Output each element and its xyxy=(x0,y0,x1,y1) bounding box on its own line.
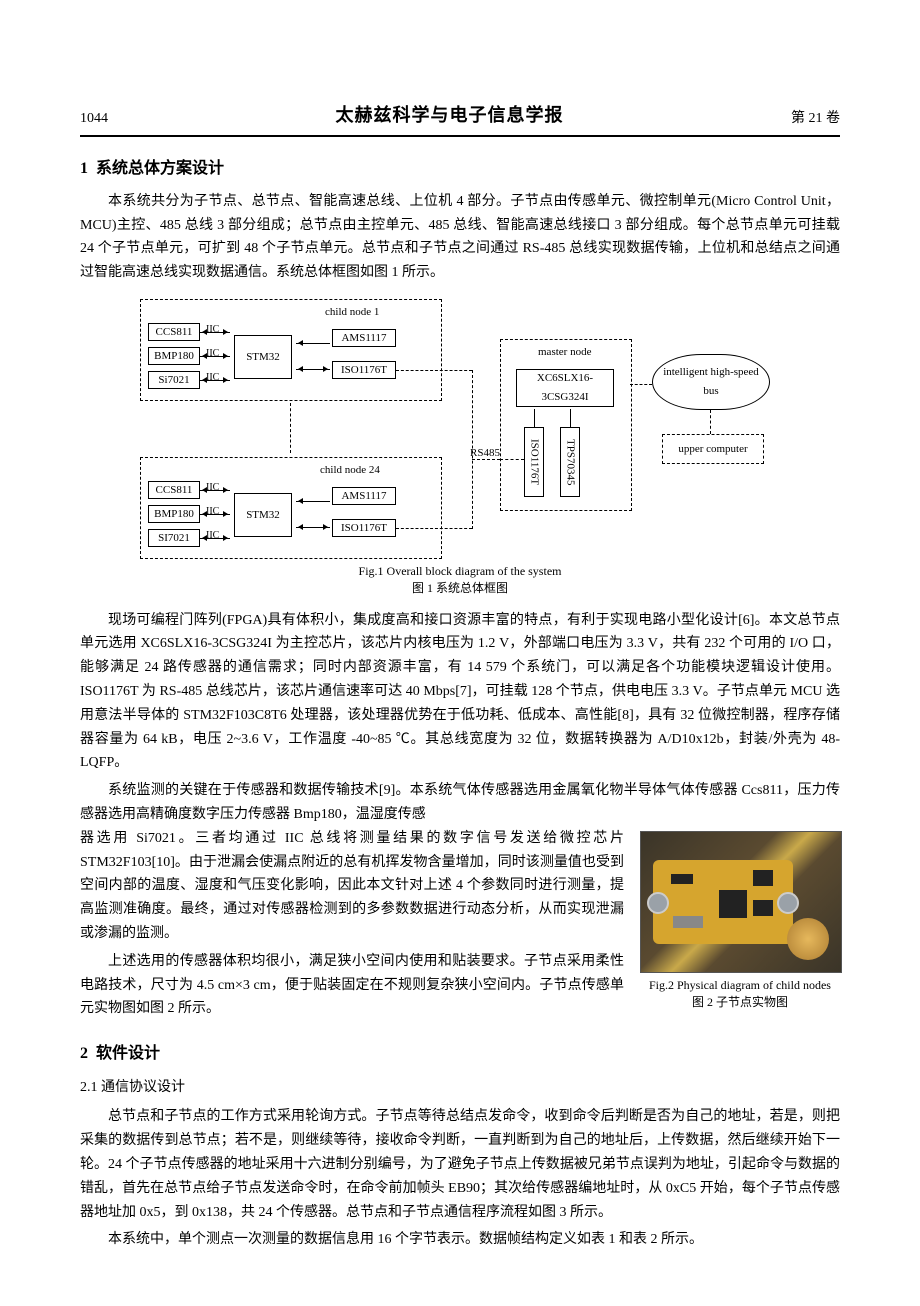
upper-computer-box: upper computer xyxy=(662,434,764,464)
iso-master-box: ISO1176T xyxy=(524,427,544,497)
ccs811-box: CCS811 xyxy=(148,481,200,499)
subsection-title-text: 通信协议设计 xyxy=(101,1080,185,1095)
fig1-caption-en: Fig.1 Overall block diagram of the syste… xyxy=(80,563,840,580)
journal-title: 太赫兹科学与电子信息学报 xyxy=(336,100,564,131)
iic-label: IIC xyxy=(206,345,219,362)
si7021-box: Si7021 xyxy=(148,371,200,389)
figure-1-caption: Fig.1 Overall block diagram of the syste… xyxy=(80,563,840,597)
child1-title: child node 1 xyxy=(325,303,379,322)
iic-label: IIC xyxy=(206,503,219,520)
tps-box: TPS70345 xyxy=(560,427,580,497)
section-number: 2 xyxy=(80,1045,88,1062)
page-header: 1044 太赫兹科学与电子信息学报 第 21 卷 xyxy=(80,100,840,137)
page-number: 1044 xyxy=(80,107,108,131)
rs485-label: RS485 xyxy=(470,444,500,463)
child24-title: child node 24 xyxy=(320,461,380,480)
fig1-caption-zh: 图 1 系统总体框图 xyxy=(80,580,840,597)
section-title-text: 软件设计 xyxy=(96,1045,160,1062)
iic-label: IIC xyxy=(206,479,219,496)
bmp180-box: BMP180 xyxy=(148,347,200,365)
si7021-box: SI7021 xyxy=(148,529,200,547)
section-title-text: 系统总体方案设计 xyxy=(96,160,224,177)
paragraph-6: 本系统中，单个测点一次测量的数据信息用 16 个字节表示。数据帧结构定义如表 1… xyxy=(80,1228,840,1252)
section-number: 1 xyxy=(80,160,88,177)
figure-1-diagram: child node 1 CCS811 BMP180 Si7021 IIC II… xyxy=(80,299,840,559)
iso1176t-box: ISO1176T xyxy=(332,519,396,537)
section-1-heading: 1 系统总体方案设计 xyxy=(80,155,840,182)
cloud-bus: intelligent high-speed bus xyxy=(652,354,770,410)
stm32-box: STM32 xyxy=(234,493,292,537)
paragraph-3a: 系统监测的关键在于传感器和数据传输技术[9]。本系统气体传感器选用金属氧化物半导… xyxy=(80,779,840,827)
child-node-photo xyxy=(640,831,842,973)
fig2-caption-en: Fig.2 Physical diagram of child nodes xyxy=(640,977,840,994)
iso1176t-box: ISO1176T xyxy=(332,361,396,379)
figure-2: Fig.2 Physical diagram of child nodes 图 … xyxy=(640,831,840,1023)
subsection-number: 2.1 xyxy=(80,1080,98,1095)
ams1117-box: AMS1117 xyxy=(332,329,396,347)
ccs811-box: CCS811 xyxy=(148,323,200,341)
iic-label: IIC xyxy=(206,527,219,544)
iic-label: IIC xyxy=(206,321,219,338)
paragraph-2: 现场可编程门阵列(FPGA)具有体积小，集成度高和接口资源丰富的特点，有利于实现… xyxy=(80,609,840,776)
bmp180-box: BMP180 xyxy=(148,505,200,523)
ams1117-box: AMS1117 xyxy=(332,487,396,505)
master-title: master node xyxy=(538,343,591,362)
volume-label: 第 21 卷 xyxy=(791,107,840,131)
section-2-heading: 2 软件设计 xyxy=(80,1040,840,1067)
fig2-caption-zh: 图 2 子节点实物图 xyxy=(640,994,840,1011)
iic-label: IIC xyxy=(206,369,219,386)
paragraph-5: 总节点和子节点的工作方式采用轮询方式。子节点等待总结点发命令，收到命令后判断是否… xyxy=(80,1105,840,1224)
paragraph-1: 本系统共分为子节点、总节点、智能高速总线、上位机 4 部分。子节点由传感单元、微… xyxy=(80,190,840,285)
stm32-box: STM32 xyxy=(234,335,292,379)
subsection-2-1-heading: 2.1 通信协议设计 xyxy=(80,1076,840,1100)
xc6-box: XC6SLX16-3CSG324I xyxy=(516,369,614,407)
